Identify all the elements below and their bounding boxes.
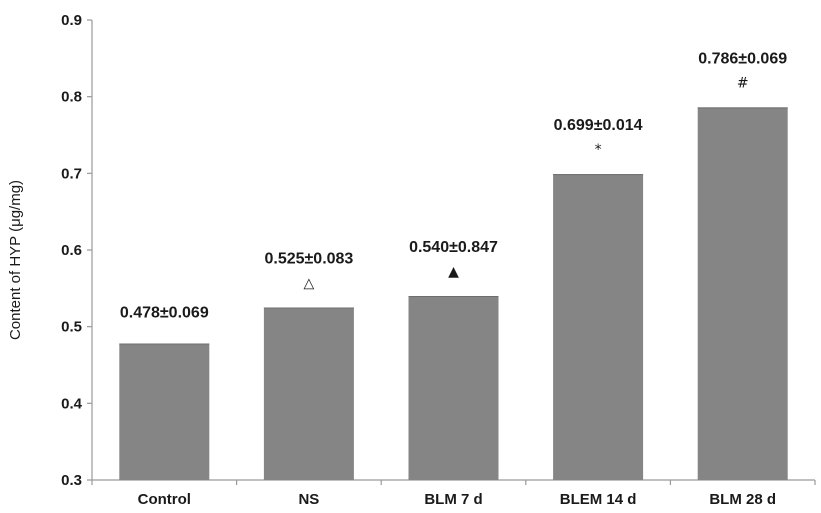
y-tick-label: 0.8 <box>61 89 82 106</box>
significance-marker: △ <box>304 276 315 292</box>
bars-layer <box>119 107 788 481</box>
y-tick-label: 0.7 <box>61 165 82 182</box>
data-label: 0.786±0.069 <box>698 50 787 67</box>
bar <box>119 343 210 480</box>
y-tick-label: 0.4 <box>61 395 83 412</box>
x-category-label: BLEM 14 d <box>560 491 637 508</box>
data-label: 0.540±0.847 <box>409 239 498 256</box>
y-tick-label: 0.3 <box>61 472 82 489</box>
y-axis-title: Content of HYP (μg/mg) <box>7 180 24 340</box>
bar <box>553 174 644 480</box>
bar <box>408 296 499 480</box>
bar <box>697 107 788 481</box>
data-label: 0.478±0.069 <box>120 305 209 322</box>
labels-layer: Control 0.478±0.069 NS △ 0.525±0.083 BLM 7 d ▲… <box>120 50 787 508</box>
y-tick-label: 0.5 <box>61 319 82 336</box>
x-category-label: BLM 7 d <box>424 491 482 508</box>
x-category-label: BLM 28 d <box>709 491 776 508</box>
significance-marker: # <box>737 75 749 91</box>
x-category-label: Control <box>138 491 191 508</box>
significance-marker: * <box>595 142 602 158</box>
y-tick-label: 0.9 <box>61 12 82 29</box>
x-category-label: NS <box>298 491 319 508</box>
data-label: 0.699±0.014 <box>554 117 643 134</box>
significance-marker: ▲ <box>448 264 459 280</box>
data-label: 0.525±0.083 <box>264 251 353 268</box>
y-tick-label: 0.6 <box>61 242 82 259</box>
axes-layer: 0.3 0.4 0.5 0.6 0.7 0.8 0.9 Content of HYP (μg/… <box>7 12 816 489</box>
bar <box>263 307 354 480</box>
